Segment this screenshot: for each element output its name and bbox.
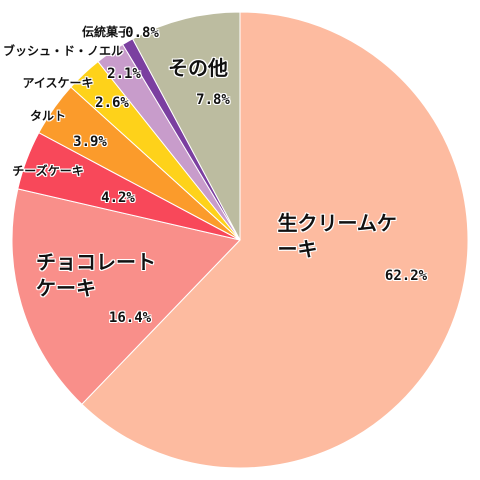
slice-label: チーズケーキ [12,164,84,179]
value-label: 16.4% [108,309,152,326]
pie-slice [132,11,241,241]
slice-label: その他 [168,56,228,80]
value-label: 62.2% [384,267,428,284]
value-label: 3.9% [73,133,107,150]
value-label: 7.8% [196,91,230,108]
pie-slice [11,188,241,405]
value-label: 2.1% [107,65,141,82]
slice-label: チョコレート ケーキ [36,250,156,300]
slice-label: 生クリームケーキ [277,211,397,261]
value-label: 4.2% [101,189,135,206]
slice-label: ブッシュ・ド・ノエル [2,44,124,59]
slice-label: タルト [29,109,67,124]
slice-label: 伝統菓子 [81,25,131,40]
value-label: 0.8% [125,24,159,41]
pie-slice [81,11,469,469]
value-label: 2.6% [95,94,129,111]
slice-label: アイスケーキ [22,76,94,91]
